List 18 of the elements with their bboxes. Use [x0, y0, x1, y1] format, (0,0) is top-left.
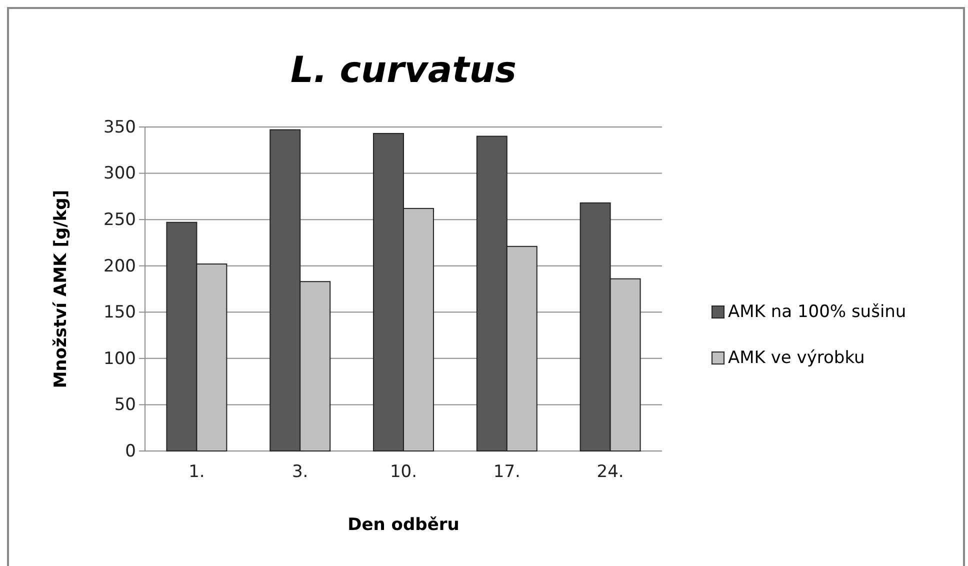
y-tick-label: 50 — [114, 395, 136, 416]
x-tick-label: 17. — [493, 462, 520, 482]
y-tick-label: 150 — [104, 302, 136, 323]
x-tick-label: 3. — [292, 462, 308, 482]
y-tick-label: 200 — [104, 256, 136, 276]
y-tick-label: 0 — [125, 441, 136, 462]
y-tick-label: 300 — [104, 164, 136, 184]
x-tick-label: 10. — [390, 462, 418, 482]
x-tick-label: 24. — [596, 462, 624, 482]
y-tick-label: 250 — [104, 210, 136, 230]
y-axis-title: Množství AMK [g/kg] — [51, 190, 71, 388]
legend-label: AMK na 100% sušinu — [728, 302, 906, 322]
y-tick-label: 100 — [104, 348, 136, 369]
legend-label: AMK ve výrobku — [728, 348, 865, 368]
x-axis-title: Den odběru — [348, 515, 460, 535]
chart-title: L. curvatus — [290, 50, 516, 91]
x-tick-label: 1. — [188, 462, 205, 482]
y-tick-label: 350 — [104, 117, 136, 138]
